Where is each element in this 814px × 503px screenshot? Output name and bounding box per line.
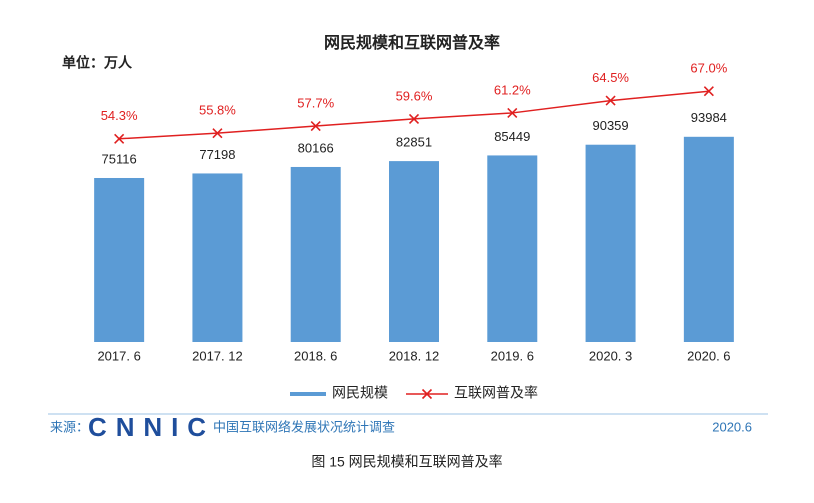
line-value-label: 64.5% bbox=[592, 70, 629, 85]
bar-value-label: 77198 bbox=[199, 147, 235, 162]
line-marker bbox=[310, 120, 321, 132]
source-org: 中国互联网络发展状况统计调查 bbox=[213, 419, 395, 434]
bar-value-label: 75116 bbox=[102, 151, 137, 166]
bar-value-label: 93984 bbox=[691, 110, 727, 125]
x-tick-label: 2018. 12 bbox=[389, 348, 440, 363]
line-marker bbox=[114, 133, 125, 144]
bar-value-label: 85449 bbox=[494, 129, 530, 144]
line-marker bbox=[408, 113, 420, 124]
bar-value-label: 82851 bbox=[396, 135, 432, 150]
line-marker bbox=[212, 128, 223, 139]
source-label: 来源： bbox=[50, 419, 89, 434]
x-tick-label: 2020. 3 bbox=[589, 348, 632, 363]
line-value-label: 55.8% bbox=[199, 103, 236, 118]
x-tick-label: 2020. 6 bbox=[687, 348, 730, 363]
bar bbox=[94, 177, 145, 342]
x-tick-label: 2018. 6 bbox=[294, 348, 337, 363]
line-value-label: 59.6% bbox=[396, 88, 433, 103]
line-value-label: 57.7% bbox=[297, 95, 334, 110]
line-value-label: 54.3% bbox=[101, 108, 138, 123]
chart-title: 网民规模和互联网普及率 bbox=[324, 33, 500, 52]
bar bbox=[389, 161, 439, 342]
bar bbox=[290, 166, 341, 342]
line-value-label: 61.2% bbox=[494, 82, 531, 97]
bar-value-label: 80166 bbox=[298, 140, 334, 155]
x-tick-label: 2017. 6 bbox=[97, 348, 140, 363]
source-date: 2020.6 bbox=[712, 419, 752, 434]
bar-value-label: 90359 bbox=[592, 118, 628, 133]
bar bbox=[192, 173, 243, 342]
bar bbox=[487, 155, 538, 342]
legend-label: 互联网普及率 bbox=[454, 385, 538, 401]
bar bbox=[683, 136, 734, 342]
x-tick-label: 2017. 12 bbox=[192, 348, 243, 363]
line-marker bbox=[507, 107, 518, 119]
x-tick-label: 2019. 6 bbox=[491, 348, 534, 363]
legend-label: 网民规模 bbox=[332, 385, 388, 401]
unit-label: 单位：万人 bbox=[62, 55, 133, 71]
legend-marker bbox=[421, 388, 433, 400]
line-marker bbox=[703, 86, 714, 97]
bar bbox=[585, 144, 636, 342]
logo: CNNIC bbox=[88, 412, 206, 442]
caption: 图 15 网民规模和互联网普及率 bbox=[311, 454, 502, 470]
line-value-label: 67.0% bbox=[690, 61, 727, 76]
line-marker bbox=[605, 95, 616, 106]
